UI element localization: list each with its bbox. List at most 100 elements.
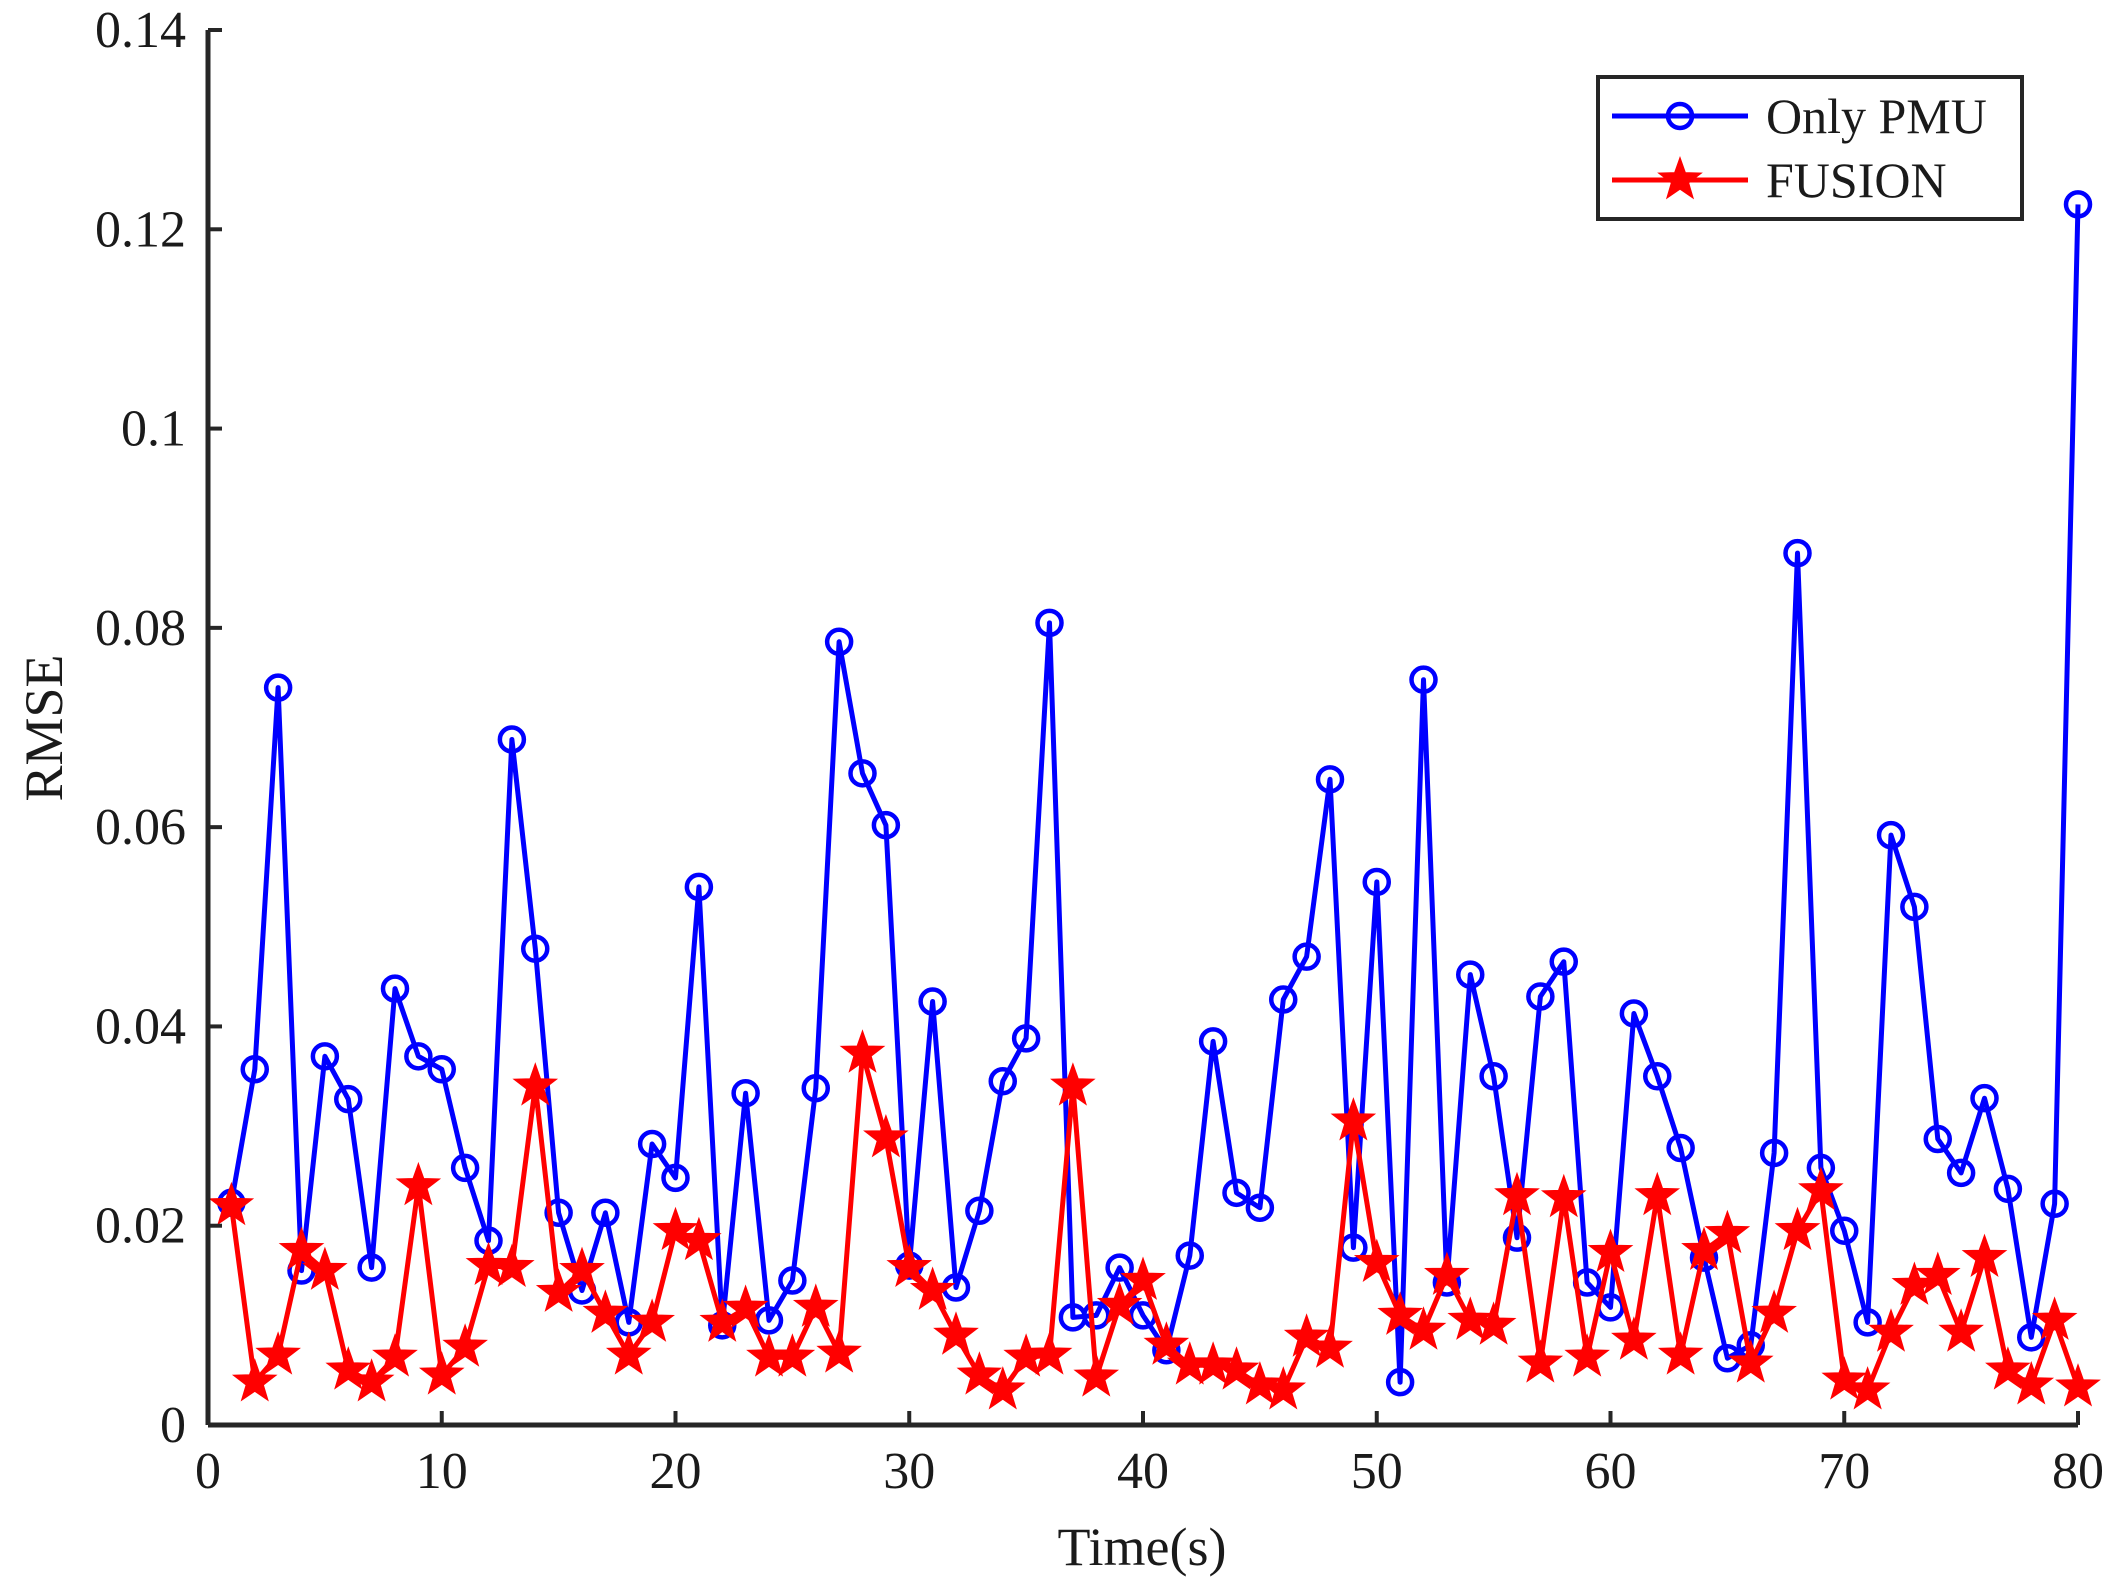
- data-point-only-pmu: [1222, 1178, 1251, 1208]
- data-point-only-pmu: [684, 872, 714, 902]
- data-point-only-pmu: [240, 1055, 269, 1084]
- x-tick-label: 30: [883, 1443, 935, 1500]
- data-point-only-pmu: [731, 1078, 760, 1108]
- data-point-only-pmu: [1526, 982, 1555, 1011]
- data-point-only-pmu: [988, 1066, 1017, 1096]
- data-point-fusion: [1330, 1097, 1377, 1141]
- data-point-only-pmu: [380, 974, 410, 1003]
- data-point-fusion: [629, 1298, 675, 1342]
- data-point-fusion: [1868, 1308, 1914, 1352]
- x-tick-label: 20: [650, 1443, 702, 1500]
- data-point-fusion: [418, 1351, 465, 1395]
- data-point-fusion: [816, 1329, 862, 1373]
- data-point-fusion: [1237, 1361, 1283, 1405]
- y-tick-label: 0.14: [95, 2, 186, 59]
- data-point-fusion: [395, 1161, 442, 1206]
- data-point-fusion: [1727, 1339, 1774, 1383]
- y-axis-label: RMSE: [14, 654, 74, 801]
- x-tick-label: 50: [1351, 1443, 1403, 1500]
- data-point-only-pmu: [450, 1153, 480, 1183]
- data-point-fusion: [605, 1331, 652, 1375]
- data-point-only-pmu: [497, 725, 527, 754]
- data-point-only-pmu: [544, 1198, 573, 1228]
- data-point-only-pmu: [661, 1163, 690, 1193]
- data-point-fusion: [255, 1331, 301, 1375]
- data-point-only-pmu: [1993, 1174, 2023, 1204]
- data-point-fusion: [208, 1181, 255, 1226]
- data-point-fusion: [1353, 1238, 1400, 1283]
- data-point-only-pmu: [1666, 1133, 1695, 1163]
- data-point-only-pmu: [965, 1196, 994, 1226]
- data-point-only-pmu: [1175, 1241, 1204, 1270]
- data-point-only-pmu: [801, 1073, 830, 1103]
- data-point-fusion: [1540, 1173, 1587, 1218]
- data-point-only-pmu: [824, 627, 854, 657]
- data-point-fusion: [1283, 1313, 1330, 1357]
- data-point-fusion: [676, 1216, 722, 1261]
- data-point-only-pmu: [1362, 867, 1391, 897]
- y-tick-label: 0: [160, 1397, 186, 1454]
- data-point-only-pmu: [918, 987, 947, 1016]
- data-point-only-pmu: [2040, 1189, 2069, 1219]
- data-point-fusion: [1026, 1331, 1073, 1375]
- y-tick-label: 0.08: [95, 600, 186, 657]
- data-point-only-pmu: [637, 1129, 667, 1159]
- data-point-fusion: [559, 1246, 605, 1290]
- data-point-only-pmu: [591, 1198, 620, 1228]
- data-point-fusion: [2031, 1296, 2078, 1340]
- data-point-fusion: [1073, 1353, 1120, 1397]
- data-point-fusion: [1190, 1341, 1236, 1385]
- data-point-fusion: [2008, 1361, 2055, 1405]
- data-point-only-pmu: [1619, 999, 1649, 1028]
- data-point-fusion: [442, 1323, 488, 1367]
- data-point-fusion: [956, 1351, 1003, 1395]
- data-point-fusion: [1961, 1233, 2008, 1278]
- data-point-fusion: [1821, 1356, 1868, 1400]
- data-point-fusion: [1377, 1291, 1423, 1335]
- data-point-only-pmu: [427, 1055, 456, 1084]
- data-point-only-pmu: [778, 1266, 807, 1295]
- data-point-fusion: [792, 1283, 839, 1327]
- data-point-only-pmu: [357, 1253, 386, 1282]
- data-point-only-pmu: [848, 759, 877, 788]
- data-point-fusion: [1143, 1321, 1190, 1365]
- data-point-fusion: [1611, 1316, 1657, 1360]
- data-point-only-pmu: [1269, 985, 1298, 1014]
- data-point-fusion: [1844, 1366, 1891, 1410]
- data-point-only-pmu: [310, 1042, 340, 1071]
- data-point-fusion: [979, 1366, 1026, 1410]
- data-point-fusion: [886, 1243, 933, 1288]
- data-point-fusion: [1704, 1209, 1751, 1254]
- data-point-only-pmu: [2063, 190, 2093, 219]
- data-point-fusion: [582, 1289, 629, 1333]
- data-point-fusion: [1096, 1281, 1143, 1325]
- data-point-fusion: [1447, 1296, 1494, 1340]
- data-point-fusion: [1260, 1366, 1307, 1410]
- data-point-fusion: [1120, 1256, 1166, 1300]
- data-point-only-pmu: [1105, 1253, 1134, 1282]
- data-point-only-pmu: [1409, 665, 1438, 694]
- data-point-fusion: [722, 1284, 769, 1328]
- series-line-only-pmu: [228, 204, 2081, 1385]
- x-tick-label: 70: [1818, 1443, 1870, 1500]
- data-point-fusion: [1985, 1346, 2031, 1390]
- data-point-fusion: [1400, 1306, 1447, 1350]
- data-point-fusion: [1657, 1331, 1704, 1375]
- x-tick-label: 40: [1117, 1443, 1169, 1500]
- legend-label-fusion: FUSION: [1766, 152, 1947, 208]
- data-point-fusion: [1307, 1324, 1353, 1368]
- legend-label-only-pmu: Only PMU: [1766, 88, 1987, 144]
- data-point-only-pmu: [521, 934, 550, 963]
- data-point-only-pmu: [1783, 538, 1812, 568]
- data-point-only-pmu: [1853, 1308, 1882, 1337]
- data-point-fusion: [278, 1226, 325, 1271]
- data-point-only-pmu: [1315, 765, 1345, 794]
- data-point-only-pmu: [1502, 1223, 1532, 1252]
- data-point-only-pmu: [871, 810, 901, 840]
- data-point-only-pmu: [1900, 892, 1929, 922]
- axes: 0 10 20 30 40 50 60 70 80 0 0.02 0.04 0.06 0.08 0.1 0.1…: [95, 2, 2103, 1500]
- data-point-fusion: [1634, 1171, 1681, 1216]
- y-tick-label: 0.02: [95, 1198, 186, 1255]
- data-point-fusion: [372, 1333, 418, 1377]
